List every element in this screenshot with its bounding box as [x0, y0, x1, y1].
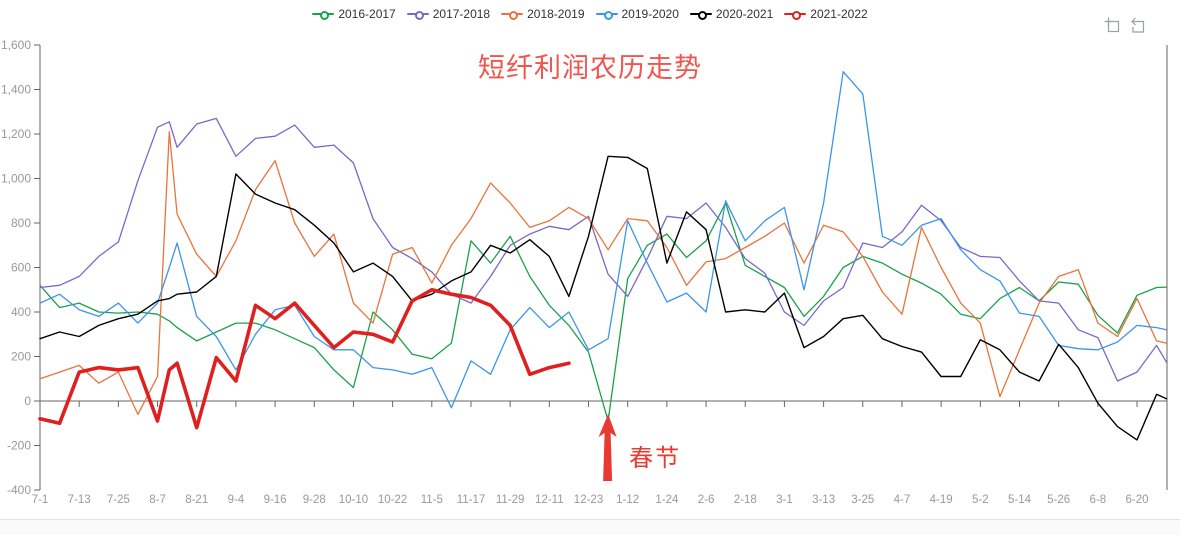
- legend-marker-icon: [595, 8, 618, 20]
- legend-item-2016-2017[interactable]: 2016-2017: [312, 7, 396, 21]
- chart-title: 短纤利润农历走势: [478, 53, 702, 83]
- legend-label: 2018-2019: [527, 7, 585, 21]
- x-tick-label: 11-29: [496, 494, 525, 506]
- legend-label: 2016-2017: [338, 7, 396, 21]
- x-tick-label: 5-26: [1047, 494, 1070, 506]
- footer-strip: [0, 519, 1180, 535]
- x-tick-label: 7-25: [107, 494, 130, 506]
- x-tick-label: 6-8: [1090, 494, 1107, 506]
- legend-item-2019-2020[interactable]: 2019-2020: [595, 7, 679, 21]
- x-tick-label: 2-18: [734, 494, 757, 506]
- area-zoom-icon[interactable]: [1104, 17, 1120, 33]
- restore-icon[interactable]: [1129, 17, 1145, 33]
- chart-toolbox: [1104, 17, 1145, 33]
- x-tick-label: 2-6: [698, 494, 715, 506]
- legend-item-2020-2021[interactable]: 2020-2021: [689, 7, 774, 21]
- x-tick-label: 8-7: [149, 494, 166, 506]
- legend-item-2018-2019[interactable]: 2018-2019: [501, 7, 585, 21]
- legend-label: 2019-2020: [621, 7, 679, 21]
- y-tick-label: 200: [11, 350, 31, 364]
- series-line-2020-2021: [39, 155, 1168, 441]
- plot-area: 1,600 1,400 1,200 1,000 800 600 400 200 0 -200 -40…: [1, 38, 1168, 506]
- x-tick-label: 5-14: [1008, 494, 1032, 506]
- x-tick-label: 5-2: [972, 494, 989, 506]
- x-tick-label: 12-23: [574, 494, 603, 506]
- legend-marker-icon: [689, 8, 712, 20]
- legend-marker-icon: [784, 8, 807, 20]
- spring-festival-label: 春节: [629, 445, 682, 472]
- series-line-2018-2019: [39, 131, 1168, 416]
- y-tick-label: 1,200: [1, 127, 31, 141]
- y-tick-label: 600: [11, 261, 31, 275]
- x-tick-label: 9-16: [264, 494, 287, 506]
- legend-label: 2021-2022: [810, 7, 868, 21]
- x-tick-label: 12-11: [535, 494, 564, 506]
- legend-item-2017-2018[interactable]: 2017-2018: [406, 7, 491, 21]
- series-line-2017-2018: [39, 117, 1168, 382]
- legend-label: 2020-2021: [715, 7, 774, 21]
- legend-label: 2017-2018: [432, 7, 491, 21]
- y-tick-label: 1,600: [1, 38, 31, 52]
- y-tick-label: 400: [11, 305, 31, 319]
- y-tick-label: -400: [7, 483, 31, 497]
- x-tick-label: 1-24: [655, 494, 679, 506]
- y-tick-label: 1,000: [1, 172, 31, 186]
- chart-legend: 2016-2017 2017-2018 2018-2019 2019-2020 2020…: [0, 8, 1180, 20]
- x-tick-label: 1-12: [616, 494, 639, 506]
- series-line-2019-2020: [39, 71, 1168, 409]
- y-tick-label: -200: [7, 439, 31, 453]
- y-tick-label: 800: [11, 216, 31, 230]
- legend-marker-icon: [406, 8, 429, 20]
- legend-marker-icon: [501, 8, 524, 20]
- x-tick-label: 9-4: [228, 494, 245, 506]
- legend-item-2021-2022[interactable]: 2021-2022: [784, 7, 868, 21]
- y-tick-label: 1,400: [1, 83, 31, 97]
- legend-marker-icon: [312, 8, 335, 20]
- x-tick-label: 10-22: [378, 494, 407, 506]
- x-tick-label: 8-21: [185, 494, 208, 506]
- spring-festival-arrow: [598, 414, 617, 481]
- x-tick-label: 10-10: [339, 494, 368, 506]
- x-tick-label: 11-5: [421, 494, 443, 506]
- x-tick-label: 4-7: [894, 494, 911, 506]
- x-tick-label: 3-1: [776, 494, 793, 506]
- x-tick-label: 3-25: [851, 494, 874, 506]
- series-line-2021-2022: [38, 288, 571, 430]
- x-tick-label: 7-13: [68, 494, 91, 506]
- x-tick-label: 4-19: [930, 494, 953, 506]
- x-tick-label: 11-17: [457, 494, 486, 506]
- x-tick-label: 3-13: [812, 494, 835, 506]
- x-tick-label: 9-28: [303, 494, 326, 506]
- x-tick-label: 6-20: [1126, 494, 1149, 506]
- y-tick-label: 0: [24, 394, 31, 408]
- x-tick-label: 7-1: [32, 494, 49, 506]
